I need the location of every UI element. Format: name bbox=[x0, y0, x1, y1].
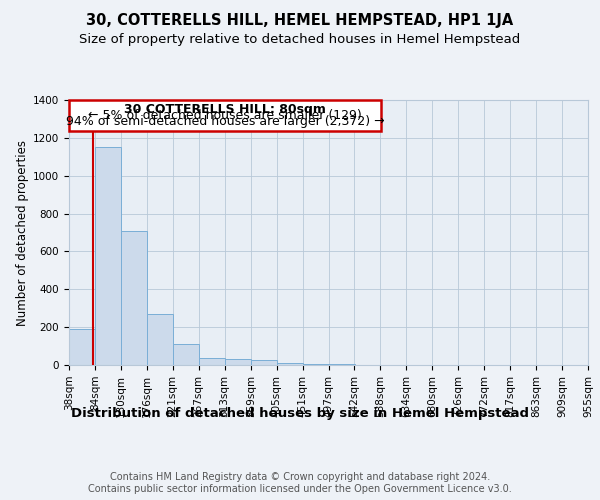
Text: Contains public sector information licensed under the Open Government Licence v3: Contains public sector information licen… bbox=[88, 484, 512, 494]
Bar bbox=[173, 344, 199, 365]
Bar bbox=[69, 329, 95, 365]
Text: Contains HM Land Registry data © Crown copyright and database right 2024.: Contains HM Land Registry data © Crown c… bbox=[110, 472, 490, 482]
Text: 94% of semi-detached houses are larger (2,372) →: 94% of semi-detached houses are larger (… bbox=[66, 115, 385, 128]
Text: Size of property relative to detached houses in Hemel Hempstead: Size of property relative to detached ho… bbox=[79, 32, 521, 46]
Bar bbox=[251, 360, 277, 365]
Bar bbox=[303, 364, 329, 365]
Bar bbox=[147, 314, 173, 365]
Y-axis label: Number of detached properties: Number of detached properties bbox=[16, 140, 29, 326]
Text: Distribution of detached houses by size in Hemel Hempstead: Distribution of detached houses by size … bbox=[71, 408, 529, 420]
Text: 30, COTTERELLS HILL, HEMEL HEMPSTEAD, HP1 1JA: 30, COTTERELLS HILL, HEMEL HEMPSTEAD, HP… bbox=[86, 12, 514, 28]
Text: ← 5% of detached houses are smaller (129): ← 5% of detached houses are smaller (129… bbox=[88, 110, 362, 122]
Bar bbox=[95, 148, 121, 365]
Text: 30 COTTERELLS HILL: 80sqm: 30 COTTERELLS HILL: 80sqm bbox=[124, 103, 326, 116]
Bar bbox=[199, 358, 224, 365]
Bar bbox=[121, 230, 147, 365]
Bar bbox=[277, 363, 303, 365]
Bar bbox=[329, 364, 355, 365]
Bar bbox=[224, 360, 251, 365]
FancyBboxPatch shape bbox=[69, 100, 382, 131]
